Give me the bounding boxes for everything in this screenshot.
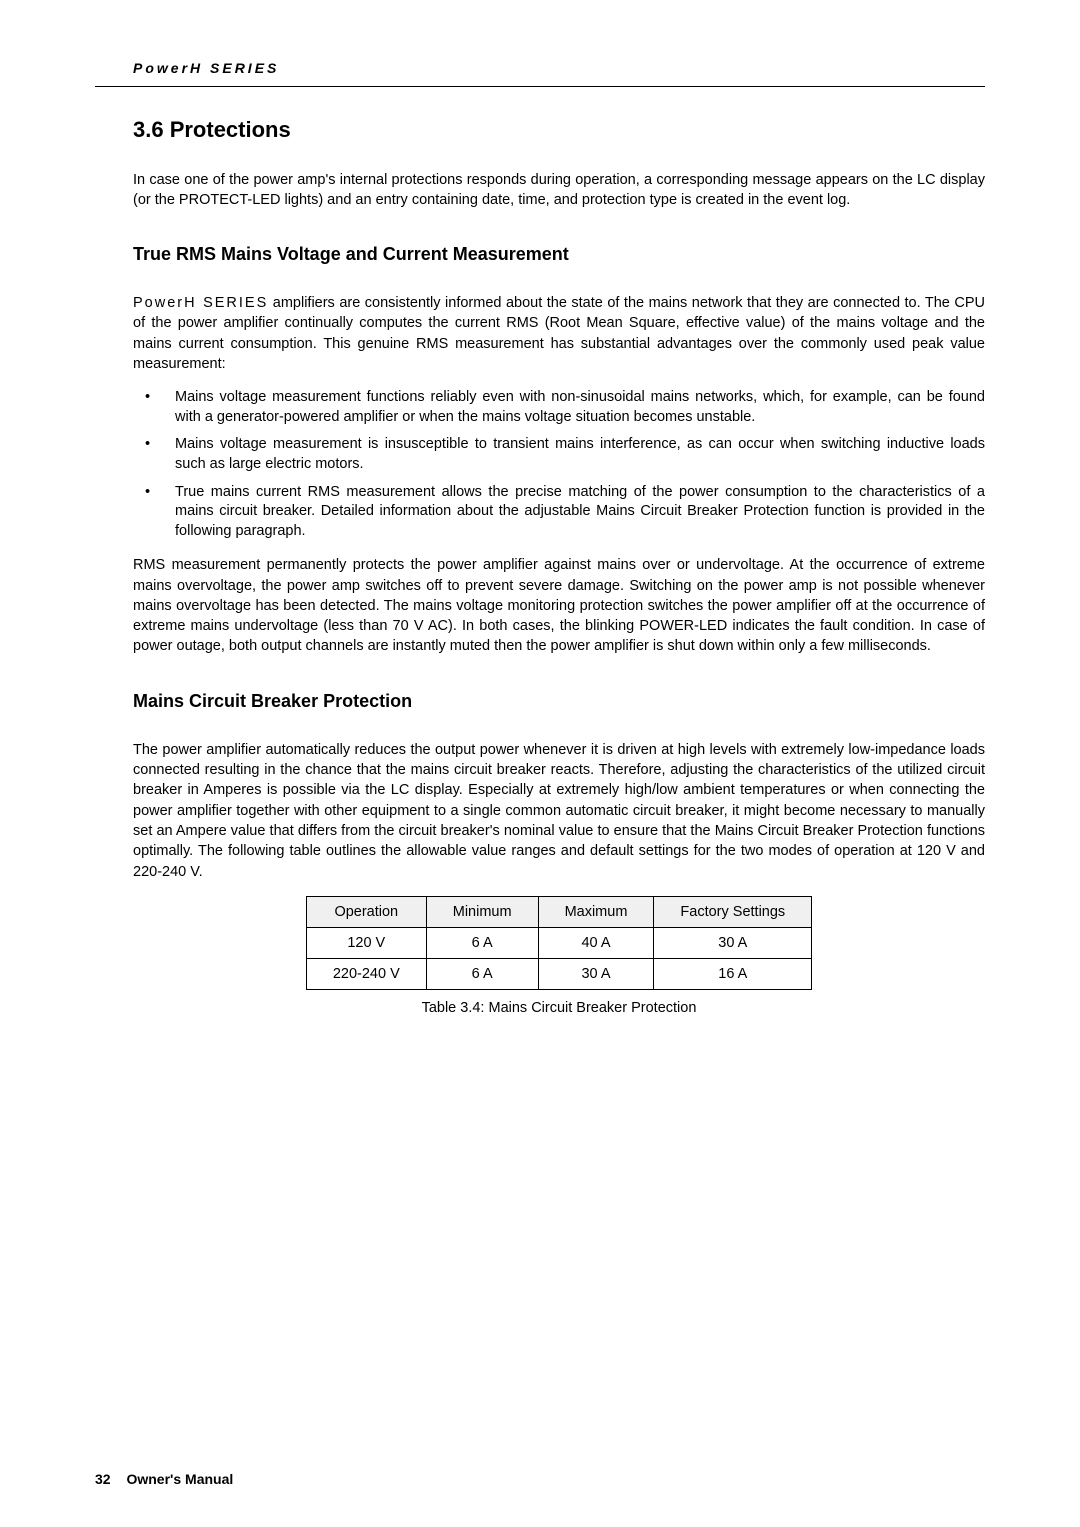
cell: 30 A xyxy=(654,927,812,958)
cell: 220-240 V xyxy=(306,958,426,989)
bullet-item: Mains voltage measurement is insusceptib… xyxy=(133,435,985,474)
rms-title: True RMS Mains Voltage and Current Measu… xyxy=(133,244,985,265)
table-row: 220-240 V 6 A 30 A 16 A xyxy=(306,958,811,989)
rms-para2: RMS measurement permanently protects the… xyxy=(133,555,985,656)
cell: 16 A xyxy=(654,958,812,989)
cell: 30 A xyxy=(538,958,654,989)
cell: 40 A xyxy=(538,927,654,958)
table-caption: Table 3.4: Mains Circuit Breaker Protect… xyxy=(133,1000,985,1016)
intro-paragraph: In case one of the power amp's internal … xyxy=(133,171,985,210)
cell: 6 A xyxy=(426,927,538,958)
table-wrap: Operation Minimum Maximum Factory Settin… xyxy=(133,896,985,990)
page-footer: 32 Owner's Manual xyxy=(95,1471,233,1487)
breaker-para: The power amplifier automatically reduce… xyxy=(133,740,985,882)
page-number: 32 xyxy=(95,1471,111,1487)
brand-inline: PowerH SERIES xyxy=(133,295,268,311)
section-title: 3.6 Protections xyxy=(133,117,985,143)
rms-bullets: Mains voltage measurement functions reli… xyxy=(133,388,985,541)
th-maximum: Maximum xyxy=(538,896,654,927)
breaker-title: Mains Circuit Breaker Protection xyxy=(133,691,985,712)
table-header-row: Operation Minimum Maximum Factory Settin… xyxy=(306,896,811,927)
content-area: 3.6 Protections In case one of the power… xyxy=(133,117,985,1016)
running-header: PowerH SERIES xyxy=(133,60,985,76)
header-rule xyxy=(95,86,985,87)
footer-label: Owner's Manual xyxy=(126,1471,233,1487)
th-factory: Factory Settings xyxy=(654,896,812,927)
cell: 120 V xyxy=(306,927,426,958)
bullet-item: True mains current RMS measurement allow… xyxy=(133,483,985,542)
cell: 6 A xyxy=(426,958,538,989)
table-row: 120 V 6 A 40 A 30 A xyxy=(306,927,811,958)
rms-para1: PowerH SERIES amplifiers are consistentl… xyxy=(133,293,985,374)
th-operation: Operation xyxy=(306,896,426,927)
th-minimum: Minimum xyxy=(426,896,538,927)
bullet-item: Mains voltage measurement functions reli… xyxy=(133,388,985,427)
breaker-table: Operation Minimum Maximum Factory Settin… xyxy=(306,896,812,990)
